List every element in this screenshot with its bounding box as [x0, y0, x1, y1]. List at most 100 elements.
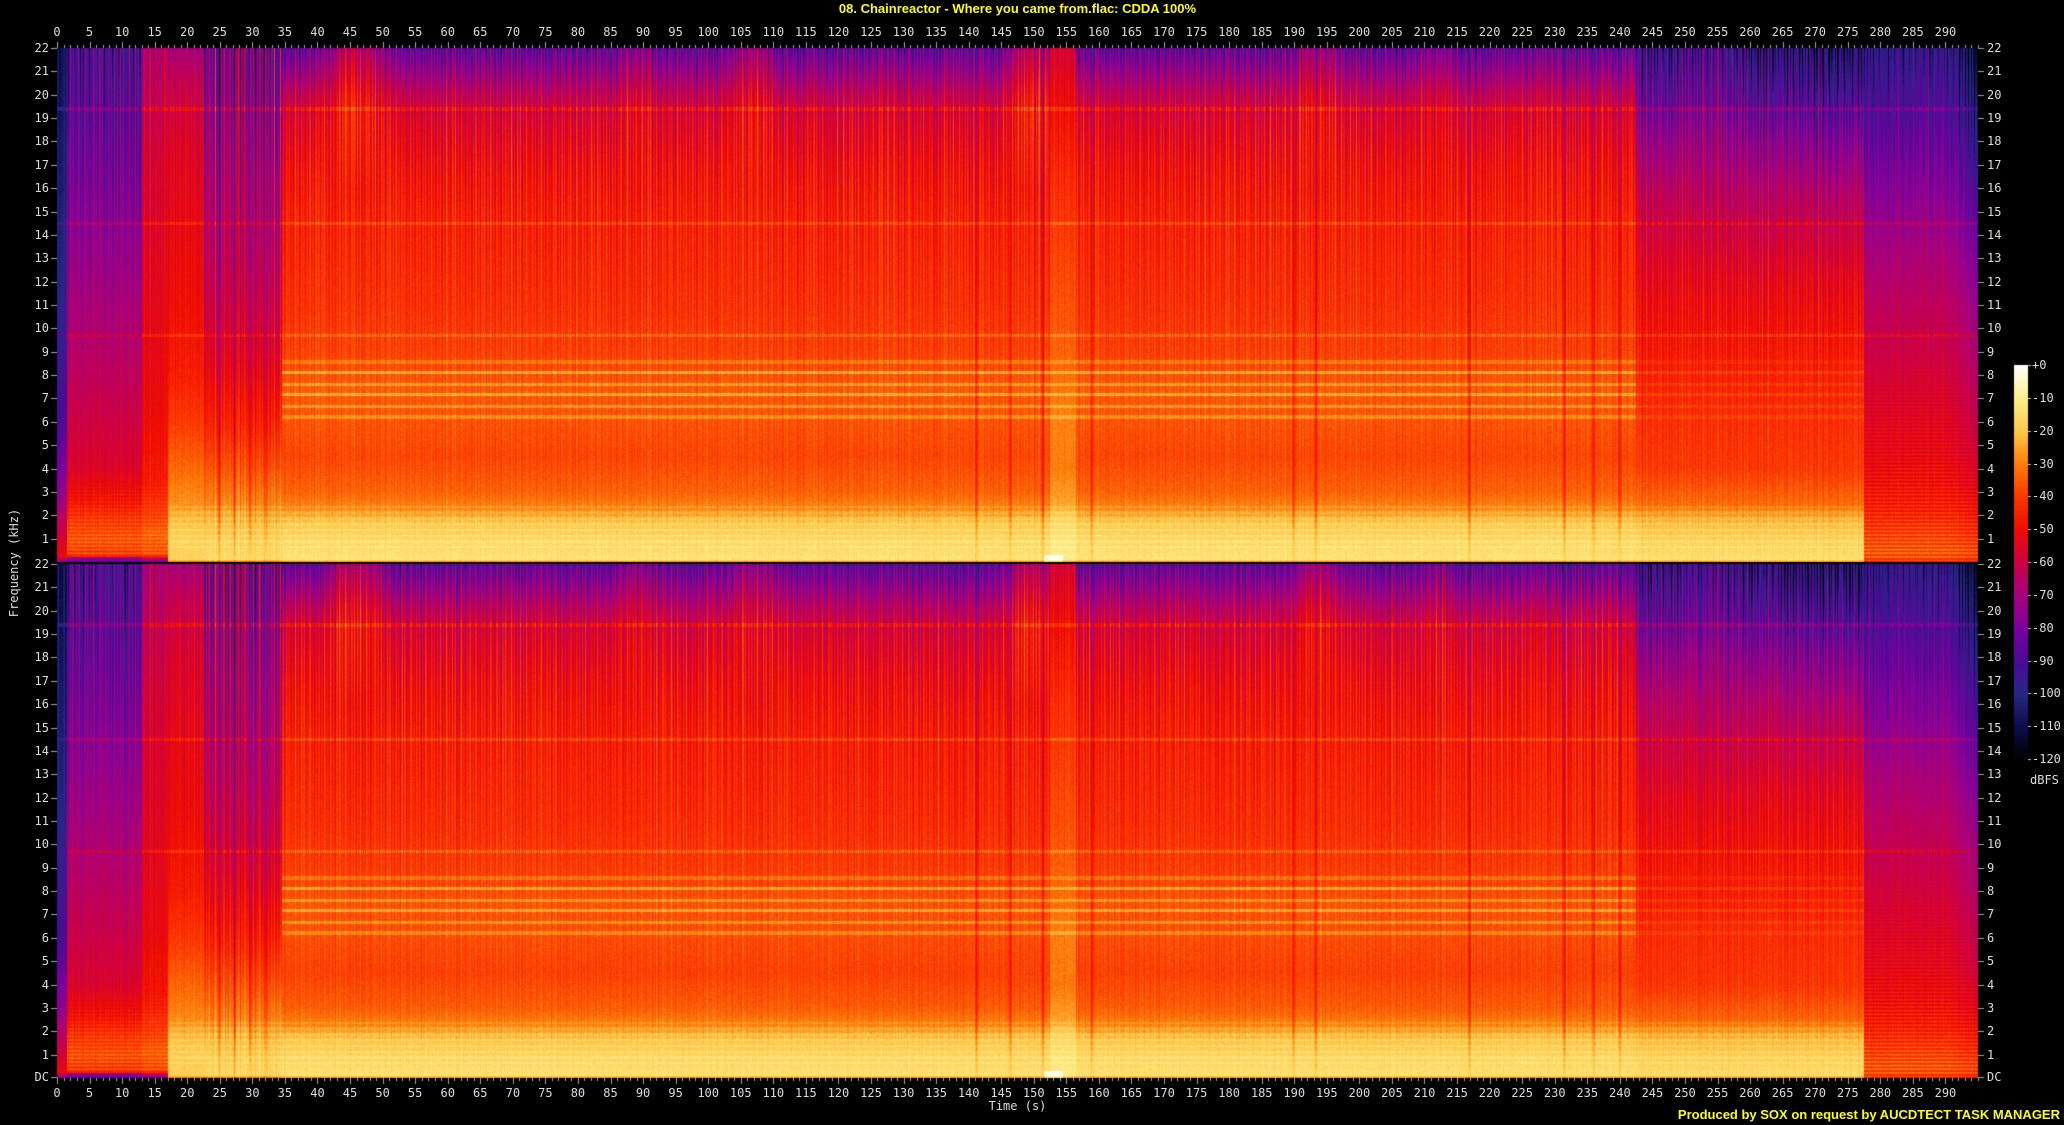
- freq-tick-label-left: 17: [34, 157, 49, 172]
- freq-tick-label-left: 20: [34, 603, 49, 618]
- freq-tick-label-right: 7: [1987, 907, 1995, 922]
- time-tick-label-bottom: 5: [85, 1086, 94, 1100]
- time-tick-label-bottom: 0: [53, 1086, 61, 1100]
- credit-text: Produced by SOX on request by AUCDTECT T…: [1677, 1107, 2060, 1122]
- time-tick-label-top: 80: [570, 25, 586, 39]
- freq-tick-label-right: 8: [1987, 884, 1995, 899]
- freq-tick-label-left: 7: [41, 391, 49, 406]
- time-tick-label-top: 230: [1543, 25, 1566, 39]
- time-tick-label-top: 75: [538, 25, 553, 39]
- time-tick-label-bottom: 25: [212, 1086, 228, 1100]
- freq-tick-label-left: 10: [34, 837, 49, 852]
- time-tick-label-bottom: 195: [1315, 1086, 1338, 1100]
- freq-tick-label-left: 9: [41, 860, 49, 875]
- freq-tick-label-right: 15: [1987, 720, 2002, 735]
- time-tick-label-top: 25: [212, 25, 228, 39]
- time-tick-label-top: 275: [1836, 25, 1859, 39]
- time-tick-label-bottom: 20: [180, 1086, 195, 1100]
- time-tick-label-bottom: 60: [440, 1086, 455, 1100]
- freq-tick-label-right: 6: [1987, 414, 1995, 429]
- time-tick-label-top: 120: [827, 25, 850, 39]
- freq-tick-label-right: 1: [1987, 1047, 1995, 1062]
- time-tick-label-bottom: 210: [1413, 1086, 1436, 1100]
- freq-tick-label-right: 13: [1987, 767, 2002, 782]
- freq-tick-label-left: 21: [34, 580, 49, 595]
- colorbar-tick-label: -120: [2032, 752, 2061, 766]
- colorbar-tick-label: -60: [2032, 555, 2054, 569]
- time-tick-label-top: 55: [407, 25, 423, 39]
- time-tick-label-top: 200: [1348, 25, 1371, 39]
- freq-tick-label-left: 4: [41, 977, 49, 992]
- time-tick-label-bottom: 250: [1674, 1086, 1696, 1100]
- freq-tick-label-right: 20: [1987, 87, 2002, 102]
- time-tick-label-bottom: 150: [1022, 1086, 1045, 1100]
- time-tick-label-bottom: 270: [1804, 1086, 1827, 1100]
- time-tick-label-bottom: 235: [1576, 1086, 1599, 1100]
- freq-tick-label-left: 15: [34, 720, 49, 735]
- freq-tick-label-left: 22: [34, 41, 49, 55]
- time-tick-label-top: 265: [1771, 25, 1794, 39]
- time-tick-label-bottom: 245: [1641, 1086, 1664, 1100]
- freq-tick-label-left: 12: [34, 790, 49, 805]
- time-tick-label-top: 155: [1055, 25, 1078, 39]
- freq-tick-label-left: 17: [34, 673, 49, 688]
- colorbar-tick-label: -40: [2032, 489, 2054, 504]
- freq-tick-label-left: 1: [41, 1047, 49, 1062]
- time-tick-label-top: 180: [1218, 25, 1240, 39]
- freq-tick-label-right: 12: [1987, 274, 2002, 289]
- freq-tick-label-right: 3: [1987, 484, 1995, 499]
- time-tick-label-bottom: 95: [668, 1086, 683, 1100]
- time-tick-label-top: 60: [440, 25, 455, 39]
- time-tick-label-bottom: 35: [277, 1086, 293, 1100]
- time-tick-label-bottom: 275: [1836, 1086, 1859, 1100]
- time-tick-label-top: 270: [1804, 25, 1827, 39]
- freq-tick-label-right: 21: [1987, 580, 2002, 595]
- freq-tick-label-left: 20: [34, 87, 49, 102]
- time-tick-label-bottom: 40: [310, 1086, 325, 1100]
- time-tick-label-bottom: 75: [538, 1086, 553, 1100]
- time-tick-label-bottom: 80: [570, 1086, 586, 1100]
- freq-tick-label-right: 18: [1987, 650, 2002, 665]
- time-tick-label-bottom: 50: [375, 1086, 390, 1100]
- time-tick-label-top: 100: [697, 25, 720, 39]
- time-tick-label-bottom: 85: [603, 1086, 618, 1100]
- colorbar-tick-label: +0: [2032, 358, 2047, 372]
- freq-tick-label-right: 1: [1987, 531, 1995, 546]
- time-tick-label-top: 20: [180, 25, 195, 39]
- freq-tick-label-left: 14: [34, 227, 49, 242]
- colorbar-tick-label: -30: [2032, 456, 2054, 471]
- freq-tick-label-left: 14: [34, 743, 49, 758]
- time-tick-label-bottom: 240: [1609, 1086, 1631, 1100]
- freq-tick-label-left: 11: [34, 298, 49, 312]
- colorbar-tick-label: -110: [2032, 719, 2061, 734]
- time-tick-label-bottom: 165: [1120, 1086, 1143, 1100]
- time-tick-label-top: 0: [53, 25, 61, 39]
- time-tick-label-top: 170: [1153, 25, 1175, 39]
- time-tick-label-bottom: 120: [827, 1086, 850, 1100]
- time-tick-label-bottom: 30: [245, 1086, 260, 1100]
- time-tick-label-top: 85: [603, 25, 618, 39]
- freq-tick-label-right: 17: [1987, 673, 2002, 688]
- x-axis-title: Time (s): [988, 1099, 1047, 1113]
- colorbar-tick-label: -10: [2032, 390, 2054, 405]
- time-tick-label-bottom: 70: [505, 1086, 521, 1100]
- time-tick-label-top: 15: [147, 25, 162, 39]
- freq-tick-label-left: 6: [41, 414, 49, 429]
- freq-tick-label-right: 19: [1987, 627, 2002, 642]
- time-tick-label-top: 240: [1609, 25, 1631, 39]
- freq-tick-label-right: 5: [1987, 954, 1995, 969]
- time-tick-label-top: 125: [860, 25, 882, 39]
- time-tick-label-bottom: 90: [635, 1086, 651, 1100]
- time-tick-label-top: 145: [990, 25, 1013, 39]
- freq-tick-label-right: 3: [1987, 1000, 1995, 1015]
- time-tick-label-bottom: 260: [1739, 1086, 1761, 1100]
- dc-label-right: DC: [1987, 1070, 2002, 1084]
- freq-tick-label-left: 5: [41, 438, 49, 453]
- time-tick-label-bottom: 265: [1771, 1086, 1794, 1100]
- freq-tick-label-right: 11: [1987, 814, 2002, 828]
- freq-tick-label-right: 15: [1987, 204, 2002, 219]
- time-tick-label-top: 190: [1283, 25, 1306, 39]
- freq-tick-label-right: 13: [1987, 251, 2002, 266]
- freq-tick-label-left: 18: [34, 134, 49, 149]
- freq-tick-label-right: 7: [1987, 391, 1995, 406]
